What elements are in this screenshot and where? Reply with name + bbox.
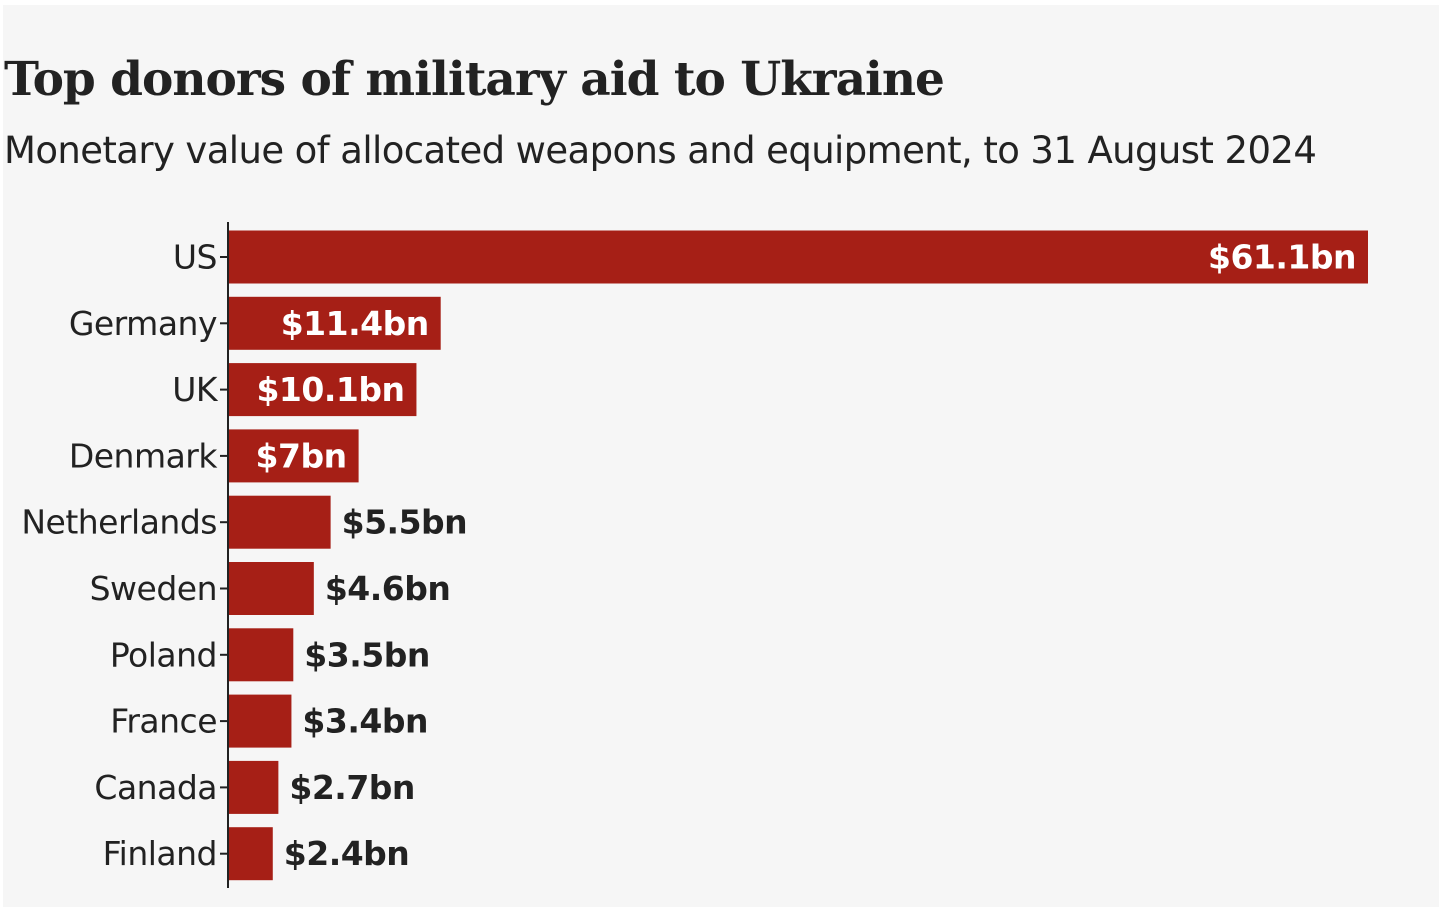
chart-subtitle: Monetary value of allocated weapons and … (4, 129, 1317, 172)
value-label-france: $3.4bn (302, 702, 428, 741)
value-label-uk: $10.1bn (256, 370, 404, 409)
category-label-poland: Poland (110, 635, 217, 674)
value-label-netherlands: $5.5bn (342, 503, 468, 542)
value-label-germany: $11.4bn (281, 304, 429, 343)
category-label-uk: UK (172, 370, 219, 409)
bar-us (228, 230, 1368, 284)
category-label-germany: Germany (69, 304, 217, 343)
value-label-finland: $2.4bn (284, 834, 410, 873)
category-label-france: France (110, 702, 217, 741)
category-label-sweden: Sweden (90, 569, 217, 608)
category-label-us: US (173, 238, 217, 277)
value-label-denmark: $7bn (256, 436, 347, 475)
bar-germany (228, 296, 441, 350)
bar-denmark (228, 429, 359, 483)
bar-finland (228, 827, 273, 881)
bar-canada (228, 760, 279, 814)
bar-poland (228, 628, 294, 682)
bar-uk (228, 363, 417, 417)
value-label-poland: $3.5bn (304, 635, 430, 674)
category-label-canada: Canada (94, 768, 217, 807)
bar-france (228, 694, 292, 748)
category-label-denmark: Denmark (69, 436, 219, 475)
value-label-us: $61.1bn (1208, 238, 1356, 277)
category-label-finland: Finland (103, 834, 217, 873)
category-label-netherlands: Netherlands (21, 503, 217, 542)
value-label-canada: $2.7bn (289, 768, 415, 807)
bar-netherlands (228, 495, 331, 549)
value-label-sweden: $4.6bn (325, 569, 451, 608)
bar-sweden (228, 562, 314, 615)
chart-title: Top donors of military aid to Ukraine (4, 52, 945, 107)
